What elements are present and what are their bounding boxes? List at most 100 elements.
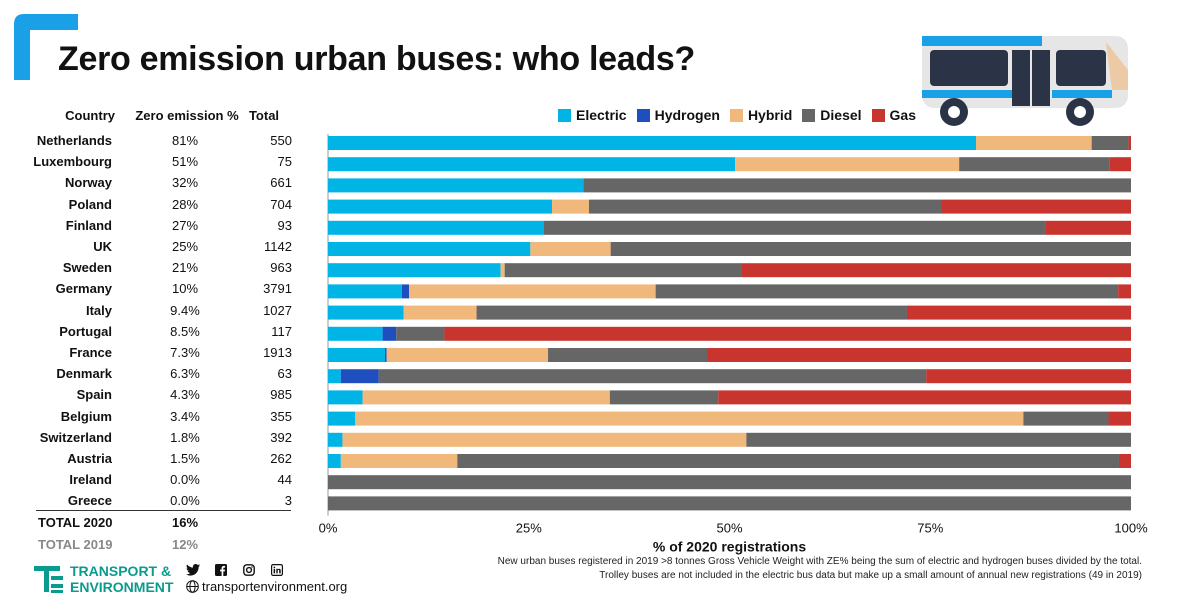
country-name: UK: [93, 239, 112, 254]
x-tick-label: 50%: [716, 521, 742, 536]
bar-segment-electric: [328, 242, 531, 256]
bar-segment-gas: [741, 263, 1131, 278]
legend: Electric Hydrogen Hybrid Diesel Gas: [558, 107, 916, 123]
bar-segment-diesel: [746, 432, 1131, 447]
bar-segment-diesel: [328, 496, 1131, 511]
total-registrations: 963: [270, 260, 292, 276]
bar-segment-hybrid: [735, 157, 960, 172]
bar-segment-gas: [1045, 220, 1131, 235]
bar-segment-electric: [328, 263, 501, 278]
zero-emission-pct: 1.5%: [170, 451, 200, 466]
bar-segment-hybrid: [386, 348, 549, 362]
total-registrations: 392: [270, 429, 292, 445]
bar-segment-electric: [328, 220, 545, 235]
bar-segment-diesel: [548, 348, 708, 362]
bar-segment-electric: [328, 157, 736, 172]
legend-label-hydrogen: Hydrogen: [654, 107, 720, 123]
bar-segment-hybrid: [530, 242, 611, 256]
zero-emission-pct: 10%: [171, 281, 199, 297]
bar-segment-gas: [941, 199, 1131, 214]
bar-segment-electric: [328, 390, 363, 405]
facebook-icon[interactable]: [214, 563, 228, 577]
x-tick-label: 25%: [516, 521, 542, 536]
bar-segment-diesel: [610, 242, 1131, 256]
bar-segment-electric: [328, 411, 356, 426]
total-registrations: 75: [277, 154, 292, 170]
bar-segment-hybrid: [500, 263, 505, 278]
total-registrations: 550: [270, 133, 292, 148]
zero-emission-pct: 6.3%: [170, 366, 200, 382]
bar-segment-diesel: [583, 178, 1131, 193]
legend-label-electric: Electric: [576, 107, 627, 123]
bar-segment-hydrogen: [340, 369, 379, 384]
country-name: Portugal: [59, 323, 112, 339]
country-name: Germany: [55, 281, 112, 297]
bar-segment-electric: [328, 284, 402, 299]
instagram-icon[interactable]: [242, 563, 256, 577]
bar-segment-gas: [444, 326, 1131, 341]
bar-segment-gas: [718, 390, 1131, 405]
zero-emission-pct: 32%: [171, 175, 199, 191]
bar-segment-electric: [328, 178, 584, 193]
total-registrations: 44: [277, 472, 292, 488]
bar-segment-hydrogen: [382, 326, 397, 341]
legend-item-hybrid: Hybrid: [729, 107, 792, 123]
x-tick-label: 100%: [1114, 521, 1148, 536]
chart-title: Zero emission urban buses: who leads?: [58, 40, 695, 78]
bar-segment-electric: [328, 305, 404, 320]
bar-segment-electric: [328, 326, 383, 341]
column-header-country: Country: [65, 108, 115, 123]
bar-segment-gas: [926, 369, 1131, 384]
country-name: Italy: [85, 302, 112, 318]
bar-segment-diesel: [476, 305, 907, 320]
total-registrations: 262: [270, 451, 292, 466]
bar-segment-hybrid: [403, 305, 477, 320]
zero-emission-pct: 0.0%: [170, 472, 200, 488]
total-registrations: 3791: [263, 281, 292, 297]
footnote-2: Trolley buses are not included in the el…: [599, 570, 1142, 581]
bar-segment-gas: [1118, 284, 1131, 299]
country-name: Sweden: [62, 260, 112, 276]
total-registrations: 93: [277, 217, 292, 233]
bar-segment-diesel: [1023, 411, 1109, 426]
zero-emission-pct: 3.4%: [170, 408, 200, 424]
legend-item-gas: Gas: [871, 107, 916, 123]
linkedin-icon[interactable]: [270, 563, 284, 577]
country-name: Greece: [67, 493, 112, 509]
zero-emission-pct: 51%: [171, 154, 199, 170]
te-logo: TRANSPORT & ENVIRONMENT: [34, 563, 173, 595]
bar-segment-gas: [707, 348, 1131, 362]
twitter-icon[interactable]: [186, 563, 200, 577]
country-name: Ireland: [69, 472, 112, 488]
website-link[interactable]: transportenvironment.org: [186, 579, 347, 594]
bar-segment-diesel: [544, 220, 1046, 235]
bar-segment-diesel: [457, 454, 1119, 468]
org-name-line1: TRANSPORT &: [70, 563, 172, 579]
country-name: Norway: [65, 175, 112, 191]
bar-segment-gas: [906, 305, 1131, 320]
footnote-1: New urban buses registered in 2019 >8 to…: [497, 556, 1142, 567]
zero-emission-pct: 21%: [171, 260, 199, 276]
total-2019-value: 12%: [171, 537, 199, 552]
country-name: Austria: [67, 451, 112, 466]
bar-segment-diesel: [959, 157, 1110, 172]
bar-segment-diesel: [378, 369, 927, 384]
country-name: Finland: [65, 217, 112, 233]
corner-mark: [14, 14, 78, 80]
bar-segment-electric: [328, 432, 343, 447]
legend-item-diesel: Diesel: [802, 107, 862, 123]
bar-segment-electric: [328, 454, 341, 468]
zero-emission-pct: 28%: [171, 196, 199, 212]
total-registrations: 661: [270, 175, 292, 191]
x-axis-label: % of 2020 registrations: [653, 539, 806, 555]
social-links: [186, 563, 284, 577]
column-header-total: Total: [248, 108, 280, 123]
total-registrations: 1142: [264, 239, 292, 254]
bar-segment-gas: [1128, 136, 1131, 150]
total-registrations: 3: [284, 493, 292, 509]
total-registrations: 704: [270, 196, 292, 212]
zero-emission-pct: 27%: [171, 217, 199, 233]
legend-swatch-gas: [871, 108, 885, 122]
website-text: transportenvironment.org: [202, 579, 348, 594]
bar-segment-diesel: [328, 475, 1131, 490]
